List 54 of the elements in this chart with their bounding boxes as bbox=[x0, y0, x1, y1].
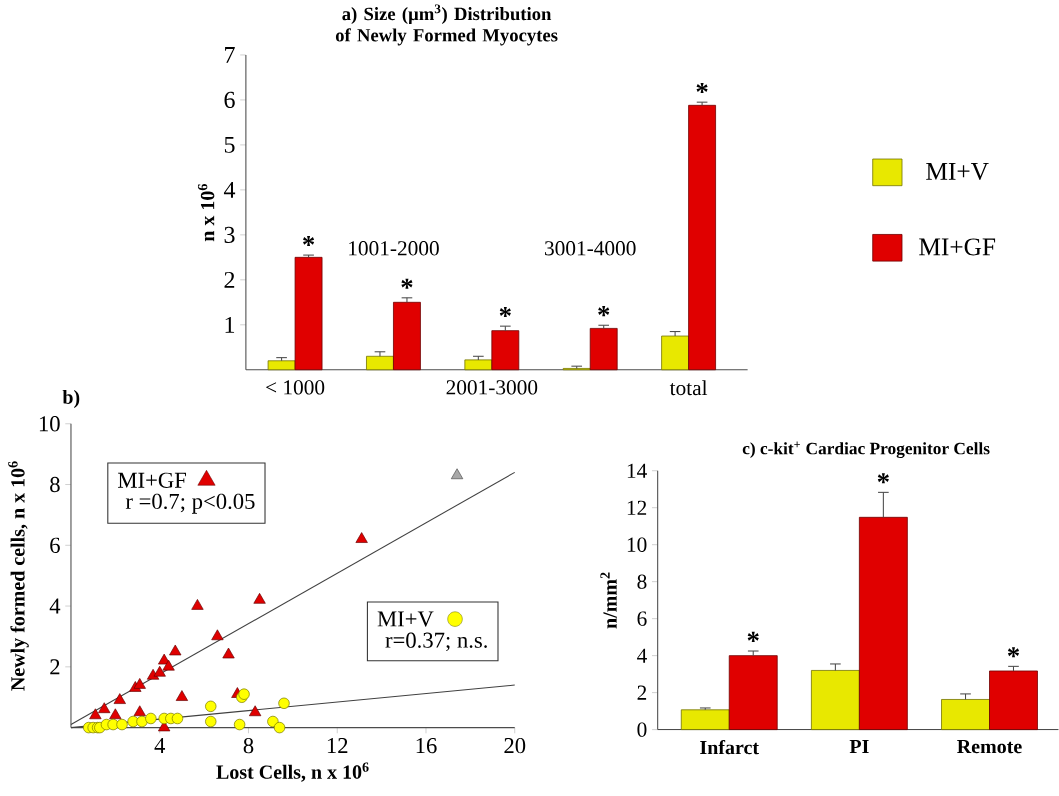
x-tick-label: 3001-4000 bbox=[545, 241, 636, 256]
x-tick-label: Remote bbox=[957, 740, 1022, 754]
legend-label: MI+V bbox=[377, 611, 434, 627]
y-tick-label: 10 bbox=[627, 537, 647, 553]
data-label: * bbox=[1007, 647, 1020, 658]
y-tick-label: 4 bbox=[223, 182, 236, 198]
data-label: * bbox=[598, 306, 610, 317]
legend-label: MI+GF bbox=[919, 238, 996, 256]
y-tick-label: 12 bbox=[627, 500, 647, 515]
chart-title: a) Size (µm$^{3}$) Distribution of Newly Formed Myocytes bbox=[335, 4, 558, 46]
y-tick-label: 2 bbox=[50, 659, 60, 675]
chart-title: b) bbox=[62, 390, 80, 409]
annotation: r =0.7; p<0.05 bbox=[125, 493, 255, 514]
x-tick-label: < 1000 bbox=[266, 380, 325, 395]
y-tick-label: 3 bbox=[224, 227, 235, 244]
data-label: * bbox=[877, 473, 889, 484]
y-tick-label: 0 bbox=[637, 722, 647, 738]
y-tick-label: 6 bbox=[50, 537, 60, 554]
y-tick-label: 2 bbox=[637, 685, 647, 700]
y-tick-label: 1 bbox=[225, 317, 235, 333]
y-axis-title: Newly formed cells, n x 10$^{6}$ bbox=[8, 461, 29, 691]
x-tick-label: 1001-2000 bbox=[349, 241, 439, 256]
x-tick-label: PI bbox=[849, 740, 869, 754]
y-tick-label: 7 bbox=[225, 47, 235, 64]
y-tick-label: 4 bbox=[49, 598, 61, 614]
y-tick-label: 6 bbox=[637, 611, 647, 627]
annotation: r=0.37; n.s. bbox=[385, 632, 487, 652]
x-tick-label: 8 bbox=[243, 738, 254, 754]
y-axis-title: n/mm$^{2}$ bbox=[600, 572, 617, 629]
data-label: * bbox=[696, 83, 708, 94]
x-tick-label: 20 bbox=[504, 738, 526, 754]
y-tick-label: 5 bbox=[224, 137, 235, 154]
x-tick-label: 16 bbox=[416, 738, 437, 754]
y-axis-title: n x 10$^{6}$ bbox=[197, 184, 215, 242]
x-tick-label: 4 bbox=[154, 738, 166, 754]
data-label: * bbox=[747, 632, 759, 643]
data-label: * bbox=[401, 278, 413, 289]
y-tick-label: 4 bbox=[637, 648, 647, 663]
y-tick-label: 8 bbox=[50, 477, 60, 493]
data-label: * bbox=[303, 236, 315, 247]
legend-label: MI+V bbox=[926, 163, 989, 181]
y-tick-label: 2 bbox=[224, 272, 235, 288]
legend-label: MI+GF bbox=[118, 472, 187, 489]
data-label: * bbox=[499, 307, 511, 318]
x-tick-label: Infarct bbox=[700, 740, 759, 755]
chart-title: c) c-kit$^{+}$ Cardiac Progenitor Cells bbox=[742, 441, 990, 459]
y-tick-label: 14 bbox=[627, 463, 647, 478]
x-tick-label: 12 bbox=[327, 738, 348, 754]
x-axis-title: Lost Cells, n x 10$^{6}$ bbox=[216, 762, 369, 782]
x-tick-label: total bbox=[669, 380, 708, 396]
y-tick-label: 6 bbox=[224, 92, 235, 109]
y-tick-label: 10 bbox=[39, 416, 60, 432]
y-tick-label: 8 bbox=[637, 574, 647, 590]
x-tick-label: 2001-3000 bbox=[446, 380, 538, 395]
